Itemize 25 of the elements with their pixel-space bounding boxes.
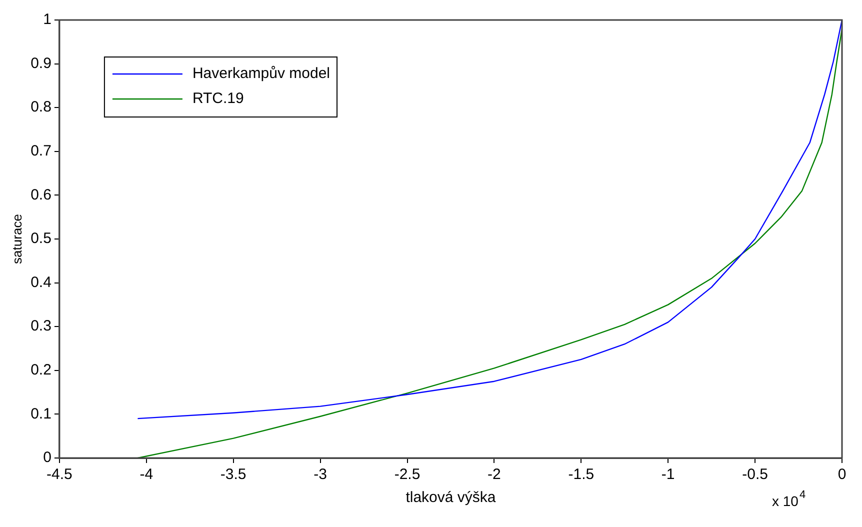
x-tick-label: -1.5	[568, 466, 594, 484]
x-tick-label: -2	[488, 466, 501, 484]
legend-label: Haverkampův model	[192, 65, 330, 82]
y-tick-label: 0.3	[30, 318, 52, 335]
y-tick-label: 0.2	[30, 362, 52, 379]
x-tick-label: -3.5	[220, 466, 246, 484]
x-tick-label: -3	[314, 466, 327, 484]
y-tick-label: 0.9	[30, 54, 52, 72]
y-tick-label: 0.4	[30, 274, 52, 291]
legend-label: RTC.19	[192, 90, 244, 108]
x-tick-label: -4.5	[46, 466, 72, 484]
y-tick-label: 0.1	[30, 405, 52, 422]
x-tick-label: 0	[838, 466, 846, 484]
y-axis-title: saturace	[9, 214, 24, 264]
y-tick-label: 1	[43, 11, 52, 28]
y-tick-label: 0.5	[30, 230, 52, 248]
x-tick-label: -0.5	[742, 466, 768, 484]
x-axis-title: tlaková výška	[406, 489, 496, 506]
x-tick-label: -4	[140, 466, 154, 484]
x-tick-label: -1	[661, 466, 675, 484]
y-tick-label: 0.8	[30, 98, 52, 116]
y-tick-label: 0	[43, 449, 52, 466]
y-tick-label: 0.7	[30, 142, 52, 160]
y-tick-label: 0.6	[30, 186, 52, 204]
x-tick-label: -2.5	[394, 466, 420, 484]
